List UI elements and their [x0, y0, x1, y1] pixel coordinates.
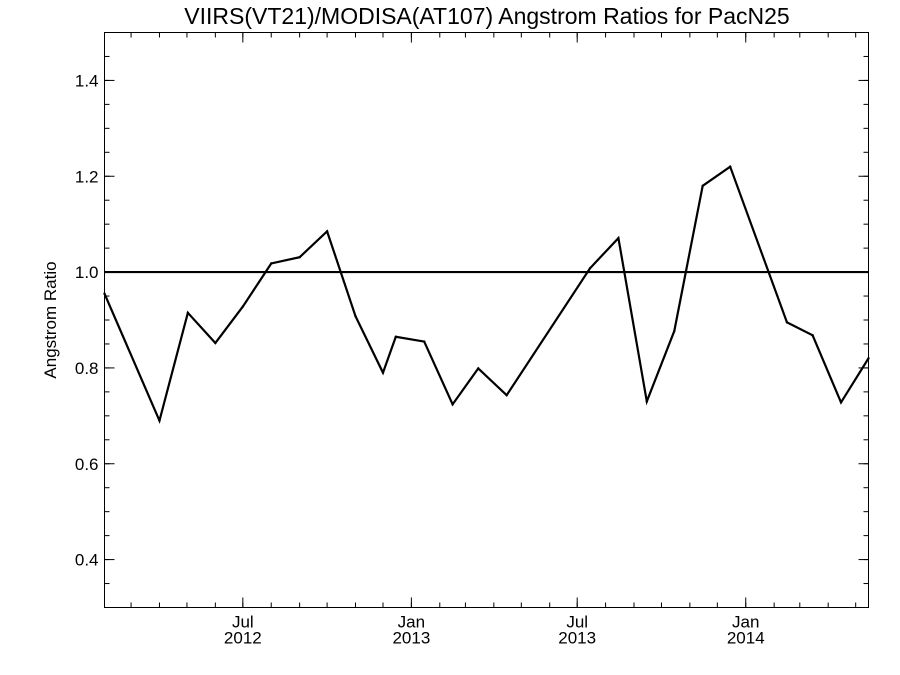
- y-axis: 0.4 0.6 0.8 1.0 1.2 1.4: [75, 71, 869, 570]
- data-point: [673, 329, 676, 333]
- data-point: [811, 334, 814, 337]
- x-tick-label: Jan: [398, 613, 425, 632]
- data-point: [785, 321, 789, 324]
- x-tick-label: Jul: [232, 613, 254, 632]
- x-tick-year-label: 2012: [224, 629, 262, 648]
- data-point: [451, 403, 454, 406]
- minor-ticks: [104, 32, 869, 608]
- data-point: [103, 292, 106, 295]
- data-point: [867, 357, 870, 360]
- data-point: [701, 184, 704, 188]
- y-tick-label: 1.4: [75, 71, 99, 90]
- y-tick-label: 1.2: [75, 167, 99, 186]
- data-point: [477, 367, 480, 370]
- data-point: [728, 165, 732, 168]
- data-point: [588, 267, 592, 270]
- data-point: [394, 335, 398, 338]
- x-tick-label: Jan: [732, 613, 759, 632]
- data-point: [241, 305, 245, 308]
- x-tick-year-label: 2013: [392, 629, 430, 648]
- data-point: [839, 401, 843, 404]
- y-tick-label: 0.4: [75, 551, 99, 570]
- data-point: [270, 262, 273, 265]
- data-point: [505, 394, 508, 397]
- y-tick-label: 0.8: [75, 359, 99, 378]
- data-points: [103, 165, 870, 422]
- data-point: [617, 236, 620, 240]
- data-point: [214, 341, 217, 345]
- x-tick-year-label: 2014: [727, 629, 765, 648]
- data-point: [645, 400, 649, 403]
- plot-frame: [104, 32, 869, 608]
- series-line: [103, 164, 870, 424]
- data-point: [381, 371, 385, 374]
- data-point: [298, 256, 301, 259]
- data-point: [325, 230, 329, 233]
- chart-title: VIIRS(VT21)/MODISA(AT107) Angstrom Ratio…: [184, 3, 789, 29]
- data-point: [158, 419, 161, 422]
- y-axis-label: Angstrom Ratio: [41, 261, 60, 378]
- x-tick-year-label: 2013: [558, 629, 596, 648]
- y-tick-label: 1.0: [75, 263, 99, 282]
- data-point: [186, 311, 190, 315]
- data-point: [423, 340, 426, 343]
- x-tick-label: Jul: [566, 613, 588, 632]
- data-point: [354, 314, 357, 318]
- y-tick-label: 0.6: [75, 455, 99, 474]
